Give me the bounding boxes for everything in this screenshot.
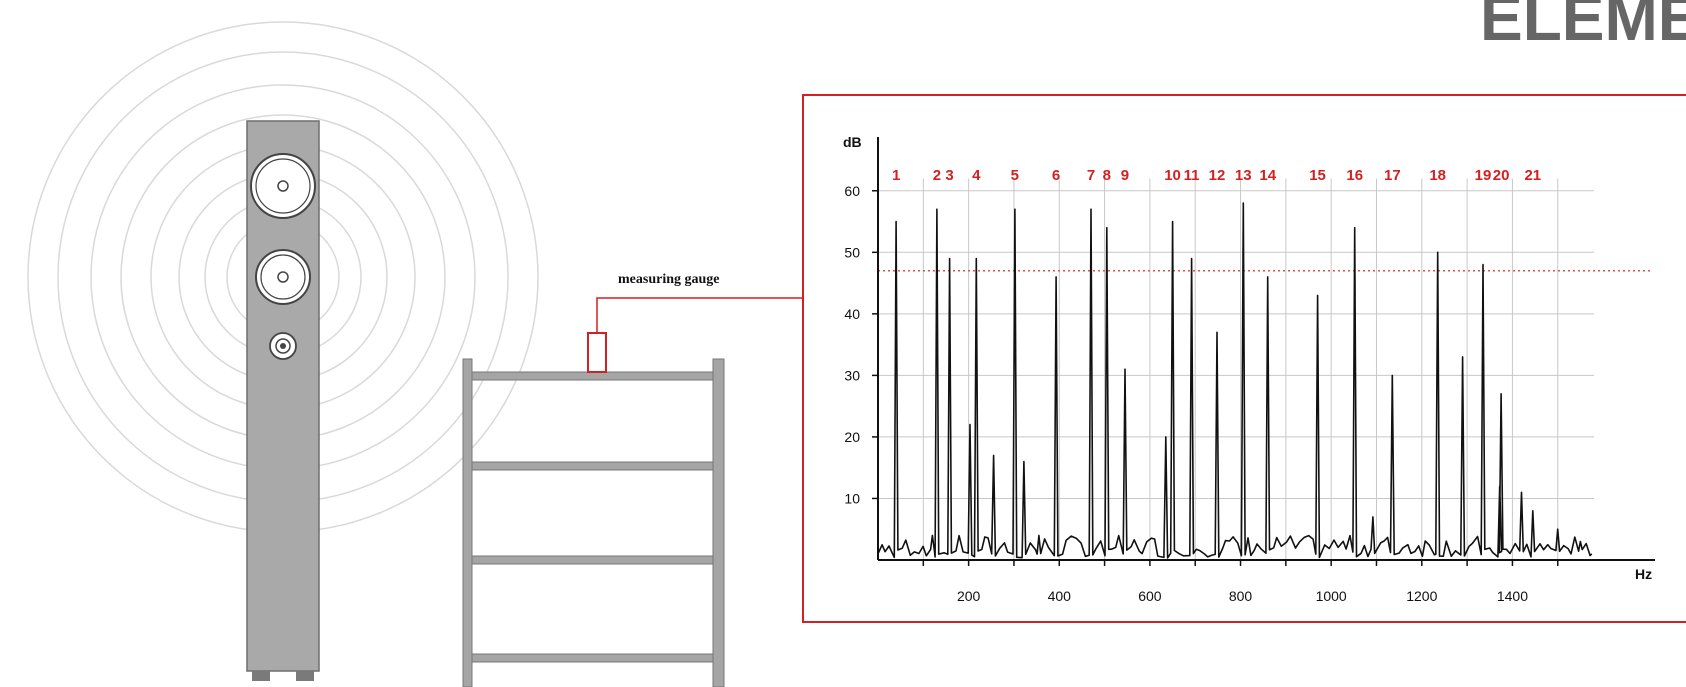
equipment-rack [462,358,725,687]
peak-number-label: 8 [1103,167,1111,184]
rack-post-left [462,358,473,687]
x-tick-label: 200 [957,588,981,604]
chart-grid [878,178,1594,560]
peak-number-label: 6 [1052,167,1060,184]
y-tick-label: 40 [844,306,860,322]
y-tick-label: 30 [844,367,860,383]
peak-number-label: 19 [1475,167,1492,184]
speaker-foot-right [296,671,314,681]
peak-number-label: 18 [1429,167,1446,184]
x-tick-label: 1400 [1497,588,1528,604]
rack-shelf [471,371,714,381]
speaker-tweeter [269,332,297,360]
x-tick-label: 600 [1138,588,1162,604]
gauge-sensor [587,332,607,373]
x-tick-label: 1200 [1406,588,1437,604]
peak-number-label: 12 [1209,167,1226,184]
gauge-cable [596,297,803,333]
x-tick-label: 800 [1229,588,1253,604]
peak-number-label: 1 [892,167,900,184]
peak-number-label: 11 [1184,167,1200,184]
y-tick-label: 10 [844,490,860,506]
peak-number-label: 3 [945,167,953,184]
peak-number-label: 7 [1087,167,1095,184]
rack-post-right [712,358,725,687]
x-tick-label: 400 [1048,588,1072,604]
spectrum-trace [877,202,1593,559]
x-axis-ticks: 200 400 600 800 1000 1200 1400 [957,588,1528,604]
peak-number-label: 13 [1235,167,1252,184]
brand-wordmark: ELEMENT [1480,0,1686,54]
peak-number-label: 9 [1121,167,1129,184]
peak-number-label: 16 [1346,167,1363,184]
x-axis-label: Hz [1635,566,1652,582]
peak-number-label: 2 [933,167,941,184]
peak-number-label: 17 [1384,167,1401,184]
gauge-label: measuring gauge [618,272,720,287]
y-axis-label: dB [843,134,862,150]
y-tick-label: 20 [844,429,860,445]
peak-number-label: 21 [1524,167,1541,184]
x-tick-label: 1000 [1316,588,1347,604]
peak-number-label: 5 [1011,167,1019,184]
peak-number-label: 20 [1493,167,1510,184]
peak-number-label: 15 [1309,167,1326,184]
y-tick-label: 50 [844,244,860,260]
peak-number-label: 14 [1259,167,1276,184]
y-axis-ticks: 10 20 30 40 50 60 [844,183,860,507]
measuring-gauge: measuring gauge [587,272,803,373]
speaker-foot-left [252,671,270,681]
rack-shelf [471,653,714,663]
rack-shelf [471,461,714,471]
y-tick-label: 60 [844,183,860,199]
speaker-driver-lower [255,249,311,305]
peak-labels: 1 2 3 4 5 6 7 8 9 10 11 12 13 14 15 16 17 18 19 20 21 [892,167,1541,184]
speaker-driver-upper [250,153,316,219]
tower-speaker [246,120,320,681]
rack-shelf [471,555,714,565]
chart-axes [872,137,1655,566]
peak-number-label: 10 [1164,167,1181,184]
peak-number-label: 4 [972,167,981,184]
